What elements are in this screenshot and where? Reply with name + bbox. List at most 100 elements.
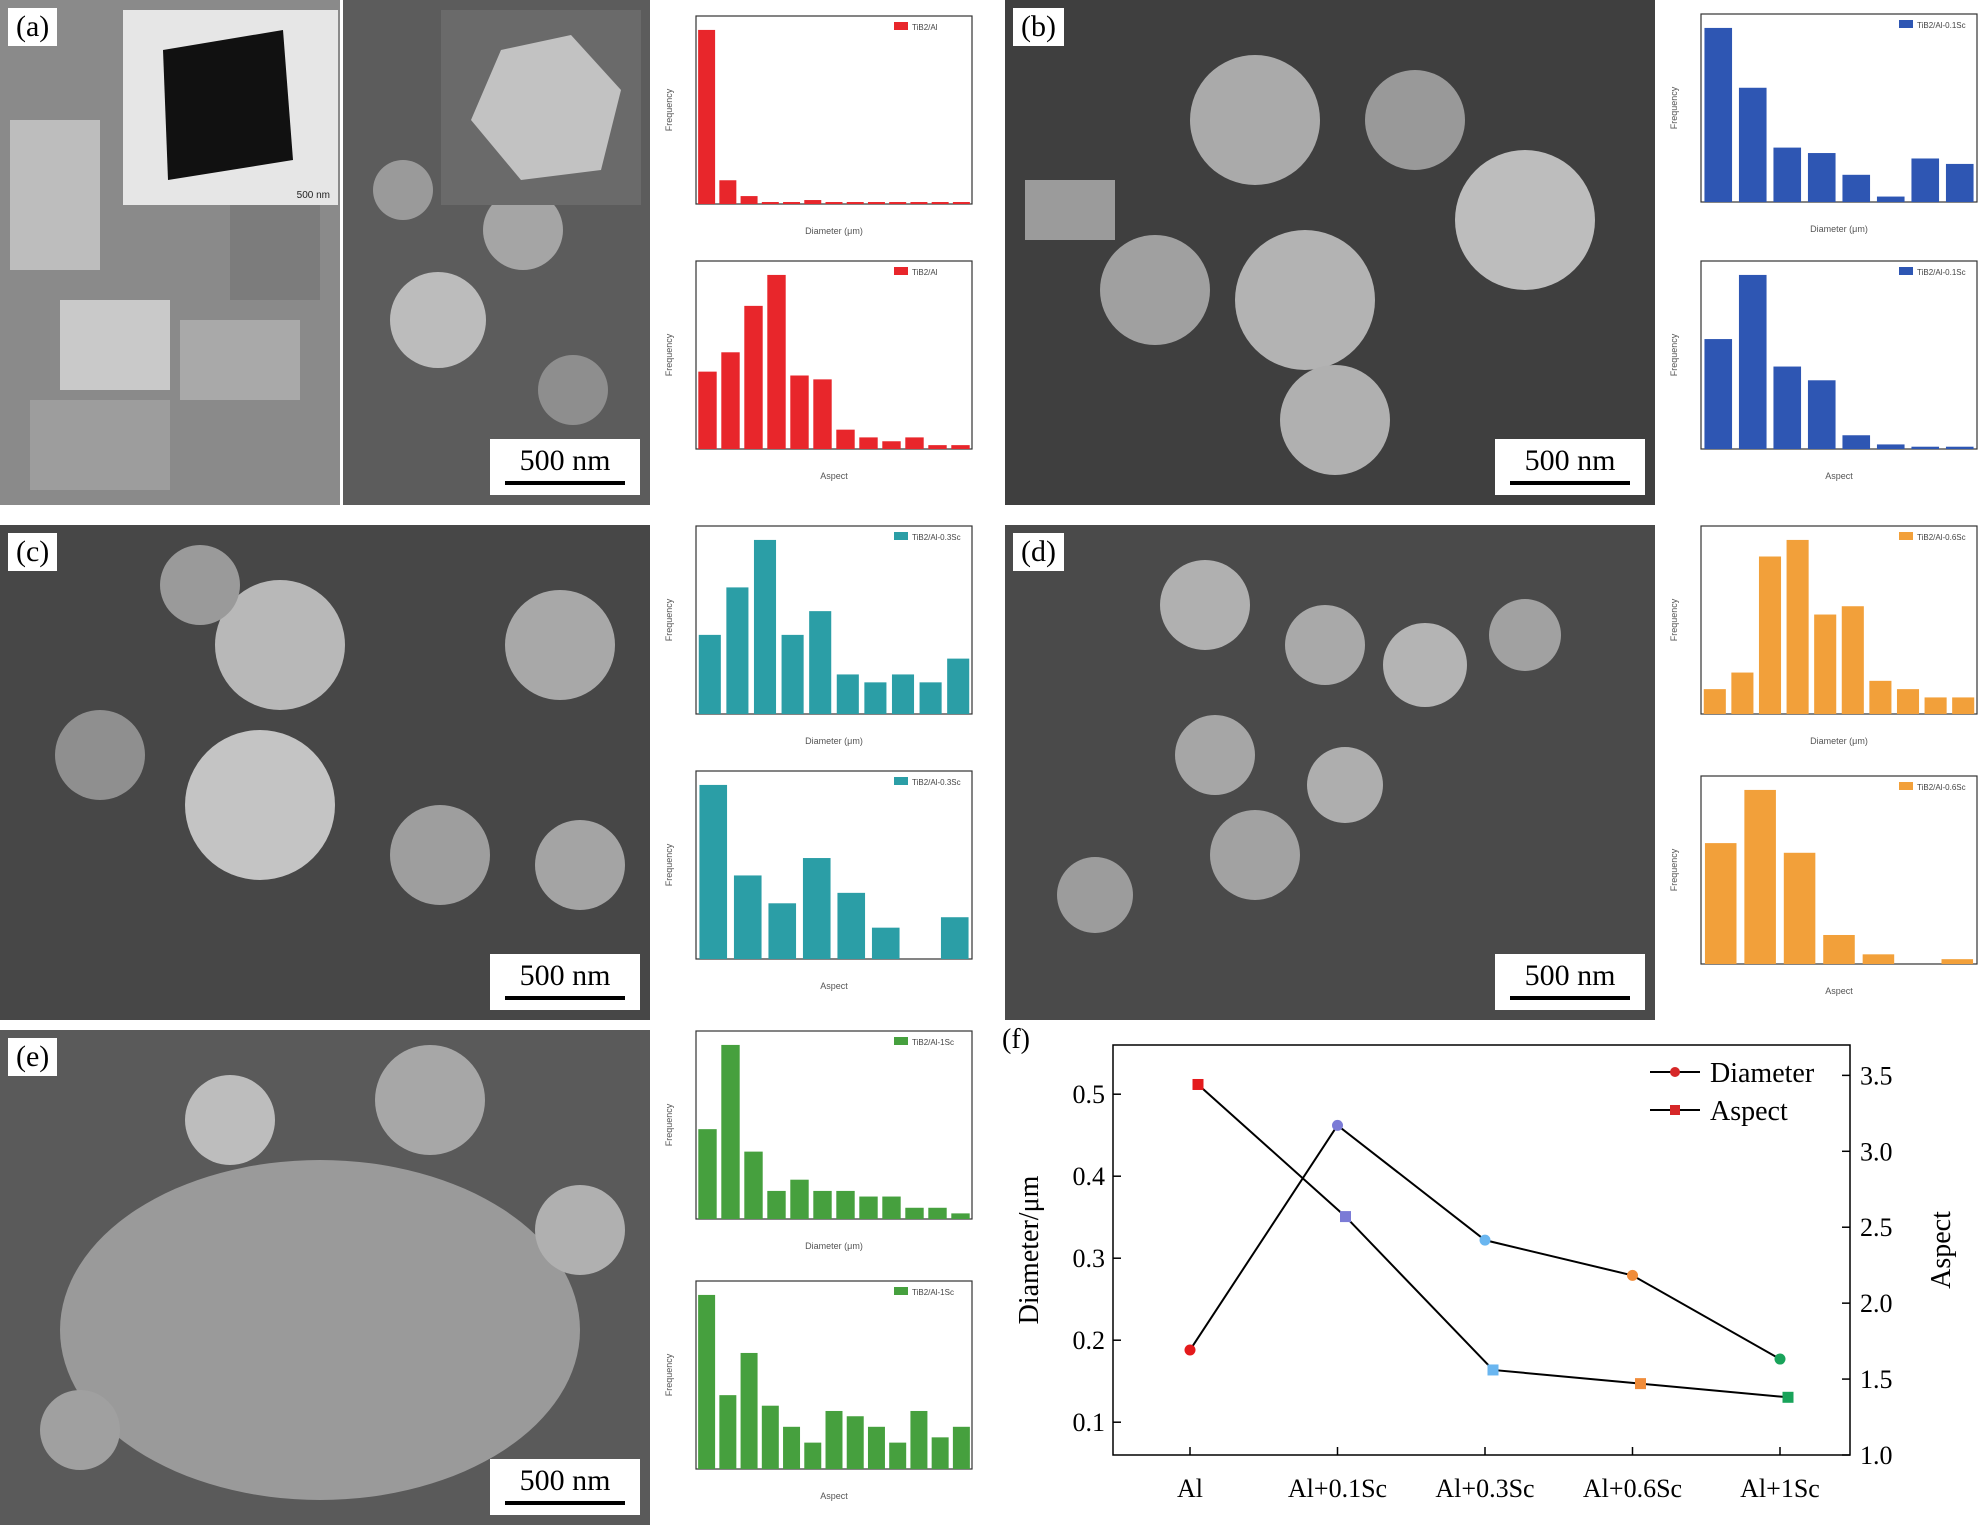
hist-bar	[809, 611, 832, 714]
hist-bar	[1703, 689, 1726, 714]
right-tick-label: 2.5	[1860, 1213, 1893, 1242]
left-tick-label: 0.4	[1073, 1162, 1106, 1191]
hist-legend-swatch	[894, 22, 908, 30]
hist-bar	[1945, 163, 1974, 202]
hist-ylabel: Frequency	[664, 598, 674, 641]
sem-image-a-left: 500 nm	[0, 0, 340, 505]
hist-legend-swatch	[1899, 532, 1913, 540]
hist-bar	[781, 634, 804, 714]
hist-bar	[1786, 539, 1809, 714]
hist-bar	[721, 1044, 740, 1219]
hist-xlabel: Aspect	[1825, 471, 1853, 481]
hist-legend-swatch	[894, 532, 908, 540]
hist-bar	[1911, 446, 1940, 449]
scale-bar-label-a: 500 nm	[519, 444, 611, 477]
aspect-point	[1782, 1391, 1794, 1403]
chart-f-frame	[1112, 1044, 1851, 1456]
aspect-point	[1487, 1364, 1499, 1376]
hist-legend-swatch	[894, 267, 908, 275]
sem-image-c	[0, 525, 650, 1020]
hist-ylabel: Frequency	[664, 843, 674, 886]
tem-inset-scale: 500 nm	[296, 190, 330, 201]
right-tick-label: 3.5	[1860, 1061, 1893, 1090]
hist-legend-label: TiB2/Al-1Sc	[912, 1038, 954, 1047]
b_diam-svg: TiB2/Al-0.1Sc Diameter (μm) Frequency	[1669, 13, 1978, 234]
hist-bar	[859, 1196, 878, 1219]
hist-ylabel: Frequency	[664, 1103, 674, 1146]
right-tick-label: 1.5	[1860, 1365, 1893, 1394]
e_diam-svg: TiB2/Al-1Sc Diameter (μm) Frequency	[664, 1030, 973, 1251]
hist-bar	[1783, 852, 1816, 964]
hist-bar	[1896, 689, 1920, 714]
hist-bar	[744, 305, 763, 449]
hist-legend-label: TiB2/Al-0.3Sc	[912, 778, 961, 787]
hist-bar	[1823, 934, 1855, 964]
e_asp-svg: TiB2/Al-1Sc Aspect Frequency	[664, 1280, 973, 1501]
histogram-b-diameter: TiB2/Al-0.1Sc Diameter (μm) Frequency	[1665, 8, 1985, 238]
hist-legend-label: TiB2/Al-0.3Sc	[912, 533, 961, 542]
hist-bar	[740, 1352, 758, 1469]
left-tick-label: 0.5	[1073, 1080, 1106, 1109]
hist-bar	[836, 429, 855, 449]
hist-bar	[767, 274, 786, 449]
x-tick-label: Al+0.1Sc	[1288, 1474, 1387, 1503]
left-tick-label: 0.2	[1073, 1326, 1106, 1355]
hist-bar	[905, 437, 924, 449]
hist-bar	[740, 196, 758, 204]
hist-xlabel: Aspect	[820, 471, 848, 481]
scale-bar-c: 500 nm	[490, 954, 640, 1010]
hist-bar	[698, 29, 716, 204]
histogram-c-aspect: TiB2/Al-0.3Sc Aspect Frequency	[660, 765, 980, 995]
histogram-a-aspect: TiB2/Al Aspect Frequency	[660, 255, 980, 485]
hist-bar	[761, 202, 779, 204]
hist-bar	[1758, 556, 1782, 714]
hist-bar	[698, 371, 717, 449]
hist-bar	[790, 375, 809, 449]
scale-bar-label-d: 500 nm	[1524, 959, 1616, 992]
panel-label-f: (f)	[1002, 1024, 1030, 1055]
sem-image-b	[1005, 0, 1655, 505]
hist-legend-label: TiB2/Al	[912, 23, 938, 32]
hist-legend-label: TiB2/Al-0.1Sc	[1917, 21, 1966, 30]
hist-bar	[1869, 680, 1892, 714]
hist-bar	[1744, 789, 1776, 964]
x-tick-label: Al	[1177, 1474, 1203, 1503]
scale-bar-line-b	[1510, 481, 1630, 485]
scale-bar-label-b: 500 nm	[1524, 444, 1616, 477]
diameter-point	[1479, 1234, 1491, 1246]
hist-frame	[695, 1030, 973, 1220]
x-tick-label: Al+0.6Sc	[1583, 1474, 1682, 1503]
hist-bar	[1952, 697, 1975, 714]
hist-bar	[846, 202, 864, 204]
sem-image-a-right	[343, 0, 650, 505]
hist-xlabel: Diameter (μm)	[805, 226, 863, 236]
hist-bar	[910, 1410, 928, 1469]
hist-bar	[1704, 27, 1733, 202]
panel-label-d: (d)	[1013, 533, 1064, 571]
hist-bar	[891, 674, 915, 714]
hist-bar	[1773, 147, 1802, 202]
hist-bar	[919, 682, 942, 714]
hist-ylabel: Frequency	[664, 88, 674, 131]
hist-ylabel: Frequency	[1669, 598, 1679, 641]
panel-b: (b) 500 nm	[1005, 0, 1655, 505]
hist-ylabel: Frequency	[1669, 333, 1679, 376]
hist-bar	[1842, 174, 1871, 202]
a_diam-svg: TiB2/Al Diameter (μm) Frequency	[664, 15, 973, 236]
aspect-point	[1340, 1211, 1351, 1223]
hist-bar	[882, 441, 901, 449]
hist-frame	[695, 260, 973, 450]
panel-label-e: (e)	[8, 1038, 58, 1076]
hist-bar	[846, 1416, 864, 1469]
hist-bar	[719, 180, 737, 204]
hist-bar	[837, 892, 866, 959]
hist-bar	[825, 1410, 843, 1469]
scale-bar-b: 500 nm	[1495, 439, 1645, 495]
x-tick-label: Al+1Sc	[1740, 1474, 1820, 1503]
hist-bar	[804, 1442, 822, 1469]
hist-ylabel: Frequency	[1669, 848, 1679, 891]
hist-bar	[1842, 435, 1871, 449]
hist-bar	[1876, 444, 1905, 449]
right-tick-label: 2.0	[1860, 1289, 1893, 1318]
histogram-c-diameter: TiB2/Al-0.3Sc Diameter (μm) Frequency	[660, 520, 980, 750]
